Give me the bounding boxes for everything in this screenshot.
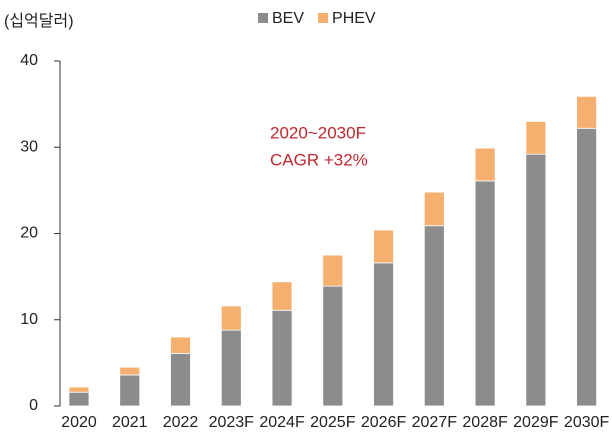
x-tick-label: 2025F	[310, 414, 356, 431]
y-axis-label: (십억달러)	[4, 12, 74, 30]
bar-segment	[322, 285, 344, 407]
y-tick-label: 10	[20, 311, 38, 328]
legend-swatch	[318, 13, 329, 23]
bar-segment	[322, 254, 344, 287]
x-tick-label: 2030F	[564, 414, 610, 431]
legend-label: BEV	[272, 10, 304, 27]
bar-segment	[170, 336, 191, 354]
bar-segment	[220, 329, 242, 407]
bar-segment	[474, 147, 496, 182]
x-tick-label: 2028F	[462, 414, 508, 431]
x-tick-label: 2021	[112, 414, 148, 431]
x-tick-label: 2023F	[209, 414, 255, 431]
x-tick-label: 2022	[163, 414, 199, 431]
bar-segment	[271, 281, 293, 311]
bar-segment	[373, 262, 394, 407]
annotation: CAGR +32%	[270, 150, 368, 169]
x-tick-label: 2027F	[412, 414, 458, 431]
x-tick-label: 2020	[61, 414, 97, 431]
annotation: 2020~2030F	[270, 123, 366, 142]
y-tick-label: 0	[29, 397, 38, 414]
bar-segment	[525, 153, 547, 407]
y-tick-label: 20	[20, 225, 38, 242]
bar-segment	[525, 120, 547, 155]
bar-segment	[423, 191, 445, 227]
x-tick-label: 2029F	[513, 414, 559, 431]
bar-segment	[68, 391, 90, 407]
bar-segment	[170, 352, 191, 407]
bar-segment	[119, 366, 141, 376]
legend-label: PHEV	[332, 10, 376, 27]
bar-segment	[576, 127, 598, 407]
y-tick-label: 40	[20, 52, 38, 69]
bar-segment	[474, 180, 496, 407]
bar-segment	[423, 225, 445, 407]
bar-segment	[373, 229, 394, 264]
y-tick-label: 30	[20, 138, 38, 155]
bar-segment	[119, 374, 141, 407]
bar-segment	[68, 386, 90, 393]
bar-segment	[576, 95, 598, 129]
bar-segment	[271, 309, 293, 407]
bar-segment	[220, 305, 242, 331]
legend-swatch	[258, 13, 268, 23]
x-tick-label: 2024F	[259, 414, 305, 431]
x-tick-label: 2026F	[361, 414, 407, 431]
